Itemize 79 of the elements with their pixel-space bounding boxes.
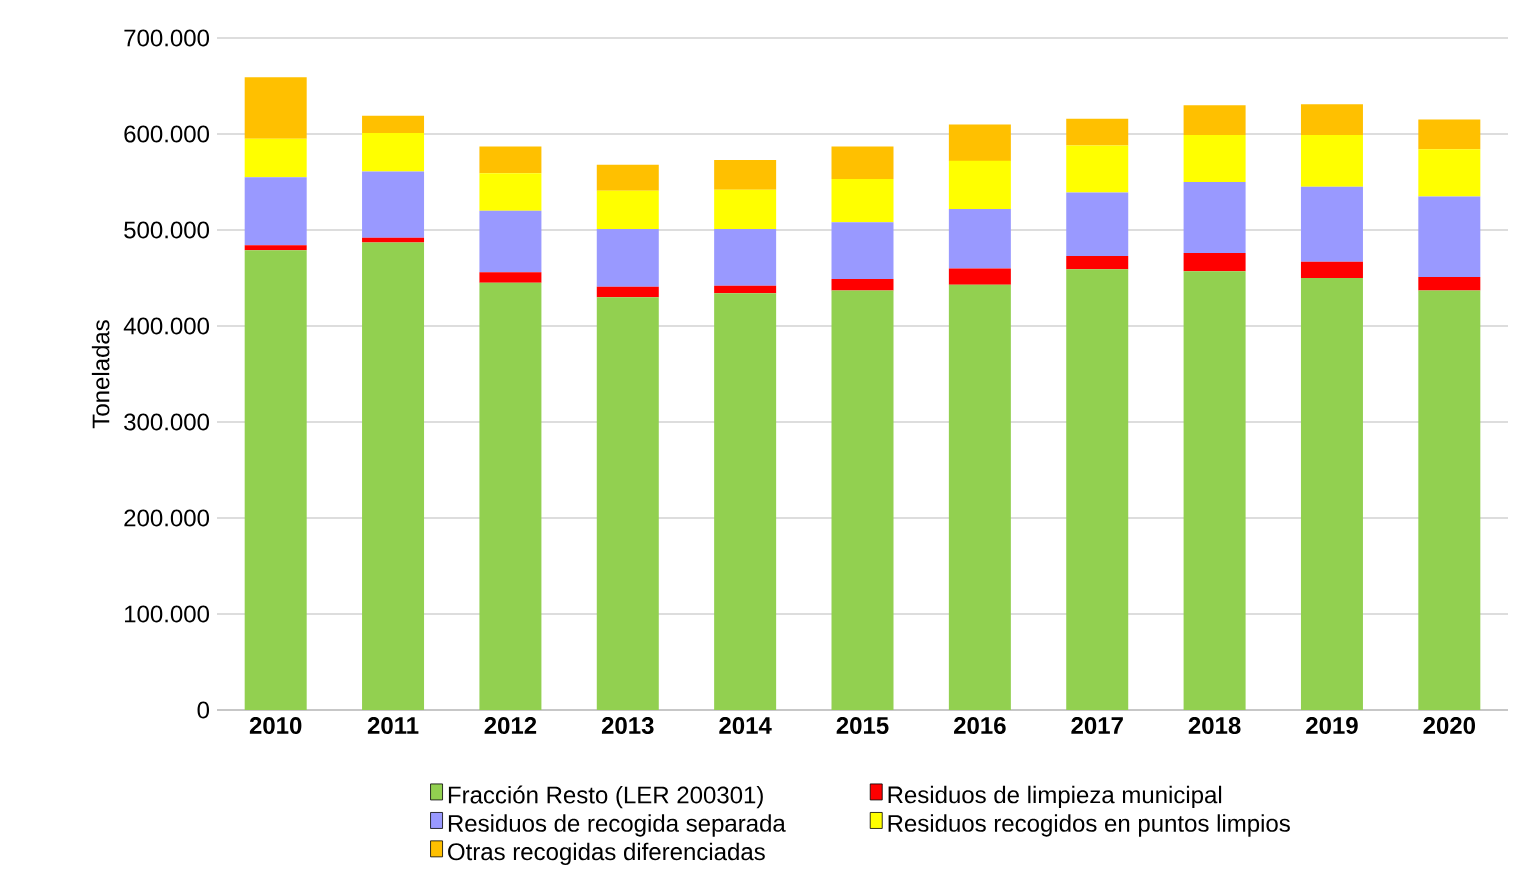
bar [362, 115, 425, 134]
bar [362, 133, 425, 172]
bar [1066, 255, 1129, 270]
legend-label: Residuos recogidos en puntos limpios [888, 814, 1290, 837]
x-tick-label: 2011 [367, 717, 419, 735]
x-tick-label: 2014 [719, 717, 772, 735]
bar [948, 208, 1011, 269]
bar [244, 77, 307, 139]
legend-label: Fracción Resto (LER 200301) [448, 785, 763, 809]
bar [244, 250, 307, 710]
bar [596, 190, 659, 230]
x-tick-label: 2012 [484, 717, 537, 735]
bar [714, 189, 777, 230]
bar [714, 293, 777, 710]
bar [1300, 277, 1363, 710]
legend-label: Residuos de limpieza municipal [888, 785, 1222, 809]
bar [244, 245, 307, 251]
bar [479, 146, 542, 174]
bar [1418, 277, 1481, 291]
bar [479, 272, 542, 283]
bar [1183, 134, 1246, 182]
bar [362, 242, 425, 710]
y-tick-label: 200.000 [124, 509, 209, 527]
bar [479, 173, 542, 211]
bar [362, 171, 425, 238]
y-axis-title: Toneladas [91, 320, 110, 429]
x-tick-label: 2016 [954, 717, 1006, 735]
bar [831, 290, 894, 710]
bar [596, 286, 659, 298]
bar [714, 159, 777, 190]
x-tick-label: 2010 [249, 717, 302, 735]
x-tick-label: 2020 [1423, 717, 1476, 735]
bar [479, 210, 542, 273]
bar [1300, 104, 1363, 135]
bar [244, 138, 307, 178]
legend-label: Residuos de recogida separada [448, 814, 786, 837]
bar [1183, 105, 1246, 135]
bar [1066, 145, 1129, 193]
y-tick-label: 100.000 [125, 605, 209, 623]
bar [948, 268, 1011, 285]
y-tick-label: 500.000 [124, 221, 209, 239]
x-tick-label: 2019 [1306, 717, 1358, 735]
x-tick-label: 2017 [1071, 717, 1123, 735]
bar [1418, 149, 1481, 197]
bar [1183, 271, 1246, 710]
bar [714, 285, 777, 294]
x-tick-label: 2013 [601, 717, 654, 735]
y-tick-label: 0 [197, 701, 210, 719]
bar [596, 297, 659, 710]
bar [479, 282, 542, 710]
bar [244, 177, 307, 246]
y-tick-label: 700.000 [124, 29, 209, 47]
bar [948, 124, 1011, 161]
bar [714, 229, 777, 286]
y-tick-label: 300.000 [124, 413, 209, 431]
bar [1418, 119, 1481, 150]
bar [1300, 134, 1363, 187]
bar [831, 179, 894, 223]
x-tick-label: 2015 [836, 717, 889, 735]
bar [596, 229, 659, 287]
bar [1066, 118, 1129, 146]
bar [1300, 261, 1363, 278]
bar [1300, 186, 1363, 262]
y-tick-label: 600.000 [124, 125, 209, 143]
bar [1066, 192, 1129, 256]
y-tick-label: 400.000 [123, 317, 209, 335]
bar [596, 164, 659, 191]
x-tick-label: 2018 [1188, 717, 1241, 735]
bar [948, 160, 1011, 209]
bar [948, 284, 1011, 710]
bar [1183, 253, 1246, 272]
bar [1418, 196, 1481, 278]
bar [831, 146, 894, 180]
bar [1183, 182, 1246, 254]
bar [831, 222, 894, 279]
legend-label: Otras recogidas diferenciadas [448, 842, 765, 866]
bar [1066, 269, 1129, 710]
bar [831, 278, 894, 291]
bar [1418, 290, 1481, 710]
